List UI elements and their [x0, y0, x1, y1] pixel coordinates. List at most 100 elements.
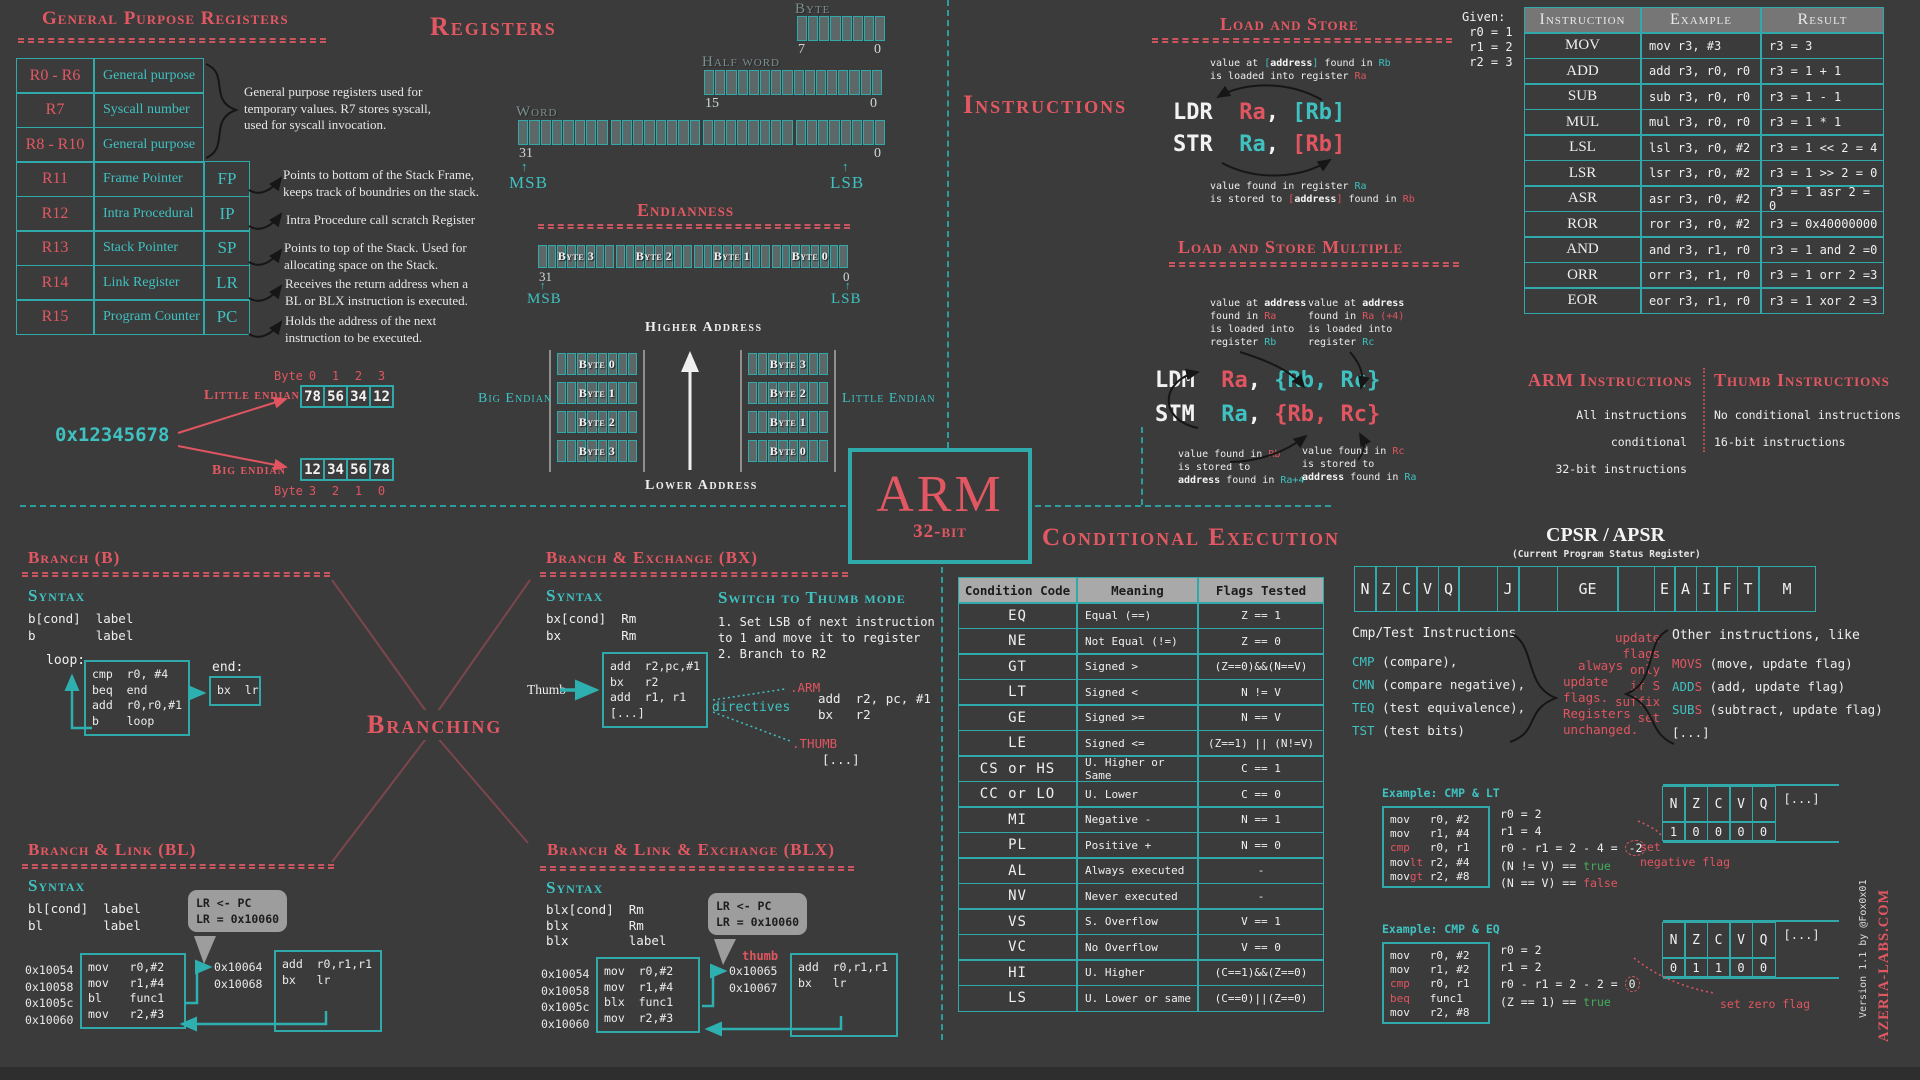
- bit-cell: [585, 120, 597, 145]
- ldr-arc: [1216, 84, 1323, 101]
- cell: r3 = 1 << 2 = 4: [1761, 134, 1884, 161]
- cell: GT: [958, 653, 1077, 680]
- little-byte-word: Byte: [274, 369, 303, 383]
- bit-cell: [781, 245, 791, 268]
- text-line: mov r1,#4: [88, 975, 165, 990]
- bit-cell: [863, 120, 874, 145]
- cell: and r3, r1, r0: [1641, 236, 1761, 263]
- thumb-directive: .THUMB: [792, 736, 838, 751]
- table-row: GE Signed >= N == V: [958, 704, 1324, 731]
- cell: S. Overflow: [1077, 908, 1198, 935]
- text-line: TEQ (test equivalence),: [1352, 700, 1526, 715]
- cpsr-flag-cell: I: [1695, 566, 1718, 612]
- memory-byte-row: Byte 3: [557, 440, 637, 462]
- half-bit-lo: 0: [870, 96, 877, 111]
- divider-vertical-bottom: [941, 567, 943, 1040]
- bit-cell: [748, 382, 758, 404]
- bit-cell: [557, 440, 567, 462]
- ldm-rule: [1169, 262, 1459, 267]
- directive-dotted-thumb: [712, 711, 791, 742]
- bit-cell: [841, 16, 852, 41]
- text-line: [...]: [1672, 725, 1710, 740]
- cell: Result: [1761, 6, 1884, 34]
- bl-syntax-label: Syntax: [28, 876, 86, 895]
- cell: EOR: [1524, 287, 1641, 314]
- word-byte-group: [703, 120, 793, 145]
- byte-value: 56: [323, 385, 348, 408]
- table-row: MUL mul r3, r0, r0 r3 = 1 * 1: [1524, 108, 1884, 136]
- bit-cell: [725, 120, 736, 145]
- byte-label: Byte 2: [769, 385, 807, 400]
- blx-rule: [540, 866, 854, 871]
- word-bit-lo: 0: [874, 146, 881, 161]
- cell: U. Higher or Same: [1077, 755, 1198, 782]
- bit-cell: [818, 382, 828, 404]
- cell: ADD: [1524, 57, 1641, 85]
- bit-cell: [664, 245, 673, 268]
- branch-b-syntax: b[cond] label b label: [28, 610, 133, 644]
- cell: Always executed: [1077, 857, 1198, 884]
- byte-strip-label: Byte: [795, 1, 831, 17]
- text-line: mov r2,#3: [604, 1010, 674, 1025]
- byte-index: 0: [377, 484, 386, 498]
- text-line: b loop: [92, 713, 155, 728]
- cell: r3 = 3: [1761, 32, 1884, 59]
- text-line: value at address: [1308, 298, 1405, 309]
- cell: r3 = 0x40000000: [1761, 210, 1884, 238]
- load-store-title: Load and Store: [1220, 14, 1359, 34]
- big-endian-values: 12 34 56 78: [300, 458, 394, 481]
- example-lt-code: mov r0, #2 mov r1, #4 cmp r0, r1 movlt r2, …: [1382, 806, 1490, 888]
- byte-value: 12: [300, 458, 325, 481]
- big-endian-example-label: Big endian: [212, 463, 286, 478]
- cell: AND: [1524, 236, 1641, 263]
- text-line: add r0,r0,#1: [92, 698, 183, 712]
- word-byte-group: [795, 120, 885, 145]
- bit-cell: [829, 120, 840, 145]
- text-line: ADDS (add, update flag): [1672, 679, 1846, 694]
- bit-cell: [840, 120, 852, 145]
- byte-label: Byte 2: [578, 414, 616, 429]
- text-line: b label: [28, 628, 134, 643]
- table-row: MOV mov r3, #3 r3 = 3: [1524, 32, 1884, 59]
- gpr-register-desc: Program Counter: [94, 299, 204, 335]
- bit-cell: [808, 440, 818, 462]
- cell: Signed <=: [1077, 729, 1198, 757]
- blx-syntax-label: Syntax: [546, 878, 604, 897]
- gpr-register-name: R0 - R6: [16, 57, 94, 94]
- cpsr-subtitle: (Current Program Status Register): [1512, 549, 1701, 560]
- gpr-note-pc: Holds the address of the next instructio…: [285, 313, 437, 345]
- switch-thumb-title: Switch to Thumb mode: [718, 588, 906, 607]
- cpsr-flag-cell: C: [1395, 566, 1418, 612]
- text-line: add r2, pc, #1: [818, 691, 931, 706]
- bit-cell: [874, 16, 885, 41]
- s-suffix-note: update flags only if S suffix set: [1615, 630, 1661, 725]
- directives-label: directives: [712, 700, 791, 715]
- cpsr-flag-cell: A: [1674, 566, 1697, 612]
- bit-cell: [768, 382, 778, 404]
- table-row: ROR ror r3, r0, #2 r3 = 0x40000000: [1524, 210, 1884, 238]
- cell: VC: [958, 933, 1077, 961]
- cell: LE: [958, 729, 1077, 757]
- loop-label: loop:: [46, 653, 86, 668]
- bit-cell: [771, 70, 782, 95]
- gpr-register-abbr: SP: [204, 230, 250, 266]
- cell: N != V: [1198, 678, 1324, 706]
- flags-labels: N Z C V Q [...]: [1661, 922, 1839, 958]
- bit-cell: [529, 120, 540, 145]
- text-line: found in Ra: [1210, 311, 1277, 322]
- text-line: blx Rm: [546, 917, 644, 933]
- text-line: STM Ra, {Rb, Rc}: [1155, 402, 1381, 427]
- bit-cell: [810, 245, 820, 268]
- blx-syntax: blx[cond] Rm blx Rm blx label: [546, 902, 666, 949]
- text-line: mov r0, #2: [1390, 949, 1470, 962]
- cmp-test-heading: Cmp/Test Instructions: [1352, 626, 1517, 641]
- cpsr-flag-cell: [1617, 566, 1655, 612]
- table-row: GT Signed > (Z==0)&&(N==V): [958, 653, 1324, 680]
- text-line: value found in Rb: [1178, 449, 1281, 460]
- bit-cell: [768, 353, 778, 375]
- bit-cell: [758, 353, 768, 375]
- table-row: ASR asr r3, r0, #2 r3 = 1 asr 2 = 0: [1524, 185, 1884, 213]
- bit-cell: [798, 411, 808, 433]
- cell: Not Equal (!=): [1077, 627, 1198, 655]
- cell: C == 0: [1198, 780, 1324, 808]
